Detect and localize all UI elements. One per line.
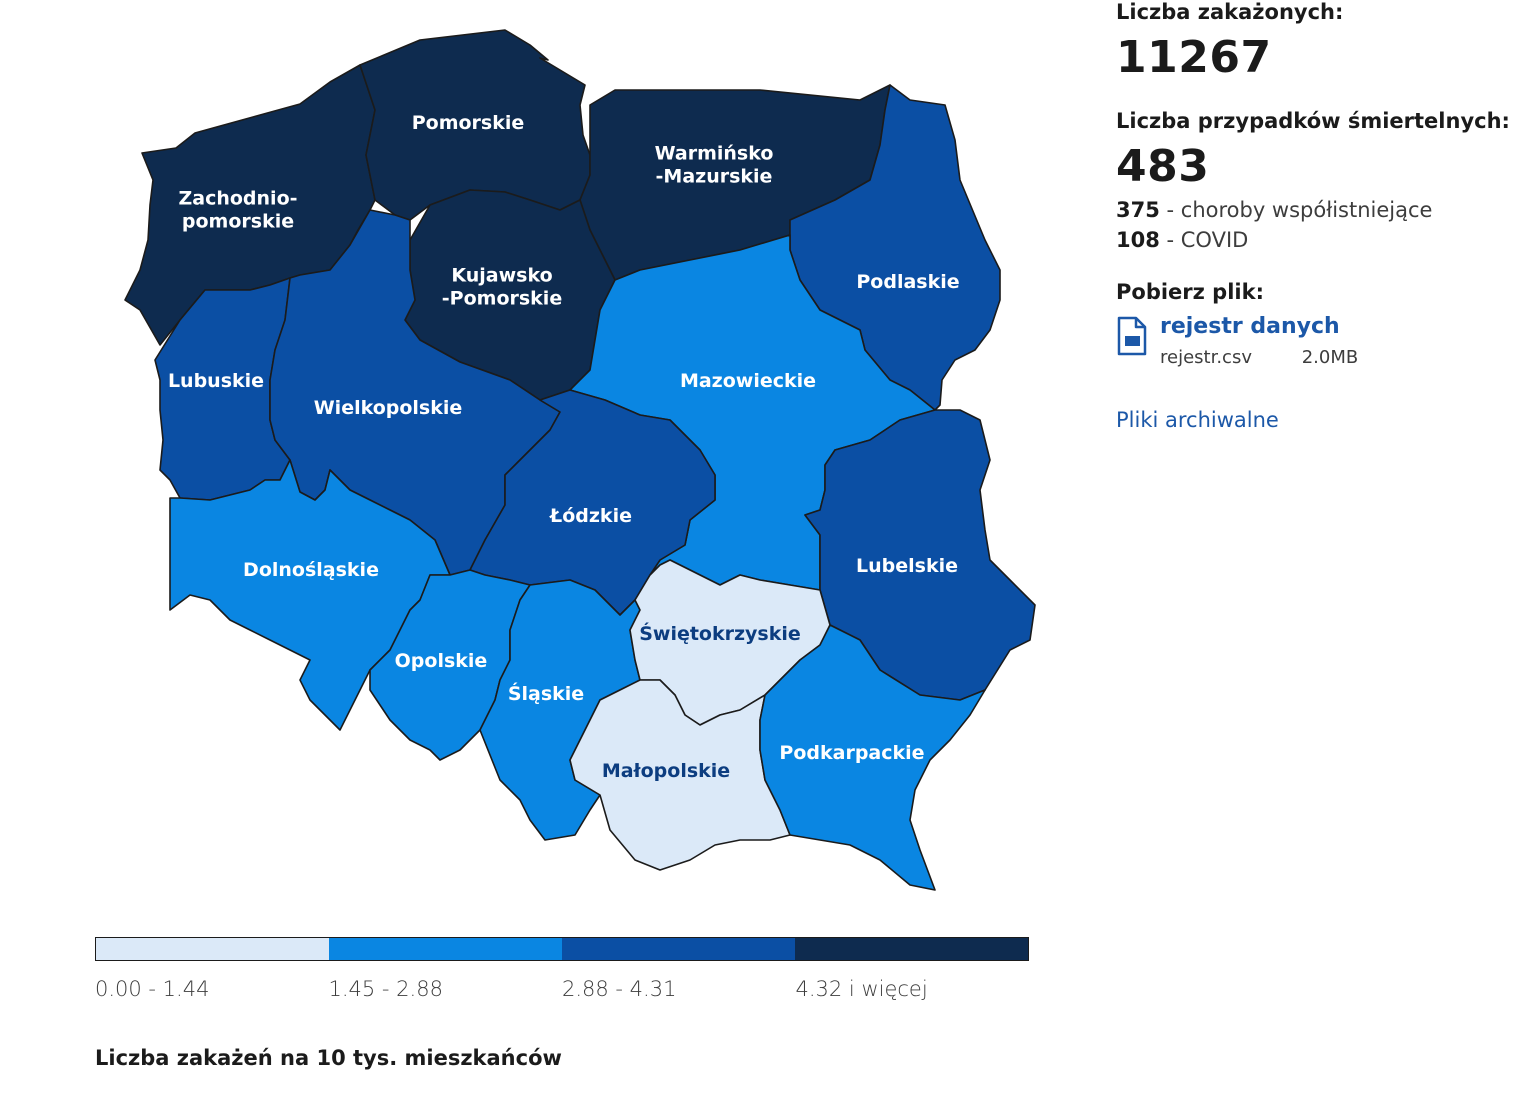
- file-icon[interactable]: [1116, 316, 1148, 356]
- region-label-pomorskie: Pomorskie: [412, 112, 525, 134]
- region-label-zachodniopomorskie: Zachodnio-pomorskie: [178, 188, 297, 233]
- legend-label-3: 2.88 - 4.31: [562, 977, 677, 1001]
- region-label-mazowieckie: Mazowieckie: [680, 370, 816, 392]
- region-podkarpackie[interactable]: [759, 624, 986, 891]
- region-label-malopolskie: Małopolskie: [602, 760, 730, 782]
- region-label-swietokrzyskie: Świętokrzyskie: [639, 621, 801, 645]
- region-label-lodzkie: Łódzkie: [549, 505, 632, 527]
- region-opolskie[interactable]: [369, 569, 531, 761]
- region-label-wielkopolskie: Wielkopolskie: [314, 397, 463, 419]
- legend-swatch-4: [795, 938, 1028, 960]
- download-label: Pobierz plik:: [1116, 280, 1264, 304]
- region-malopolskie[interactable]: [569, 679, 791, 871]
- region-label-podkarpackie: Podkarpackie: [779, 742, 924, 764]
- legend-swatch-1: [96, 938, 329, 960]
- covid-line: 108 - COVID: [1116, 228, 1526, 252]
- legend-swatch-2: [329, 938, 562, 960]
- legend-label-1: 0.00 - 1.44: [95, 977, 210, 1001]
- stats-panel: Liczba zakażonych: 11267 Liczba przypadk…: [1116, 0, 1526, 432]
- legend-swatch-3: [562, 938, 795, 960]
- region-label-warminsko-mazurskie: Warmińsko -Mazurskie: [655, 143, 774, 188]
- comorbid-line: 375 - choroby współistniejące: [1116, 198, 1526, 222]
- region-shape-malopolskie[interactable]: [569, 679, 791, 871]
- comorbid-count: 375: [1116, 198, 1160, 222]
- legend-label-2: 1.45 - 2.88: [328, 977, 443, 1001]
- region-label-opolskie: Opolskie: [395, 650, 488, 672]
- legend-title: Liczba zakażeń na 10 tys. mieszkańców: [95, 1046, 562, 1070]
- deaths-count: 483: [1116, 141, 1210, 192]
- legend-label-4: 4.32 i więcej: [795, 977, 928, 1001]
- region-label-podlaskie: Podlaskie: [856, 271, 959, 293]
- deaths-label: Liczba przypadków śmiertelnych:: [1116, 109, 1510, 133]
- covid-text: - COVID: [1159, 228, 1249, 252]
- legend-color-bar: [95, 937, 1029, 961]
- legend: 0.00 - 1.44 1.45 - 2.88 2.88 - 4.31 4.32…: [95, 937, 1029, 1001]
- region-label-slaskie: Śląskie: [508, 681, 584, 705]
- file-meta: rejestr.csv 2.0MB: [1160, 347, 1358, 368]
- region-shape-podkarpackie[interactable]: [759, 624, 986, 891]
- infected-count: 11267: [1116, 32, 1272, 83]
- infected-label: Liczba zakażonych:: [1116, 0, 1344, 24]
- comorbid-text: - choroby współistniejące: [1159, 198, 1433, 222]
- archive-files-link[interactable]: Pliki archiwalne: [1116, 408, 1279, 432]
- file-size: 2.0MB: [1301, 347, 1359, 368]
- file-name: rejestr.csv: [1160, 347, 1252, 368]
- poland-voivodeship-map: Zachodnio-pomorskie Pomorskie Warmińsko -Ma…: [124, 29, 1036, 891]
- download-data-link[interactable]: rejestr danych: [1160, 314, 1340, 339]
- region-shape-opolskie[interactable]: [369, 569, 531, 761]
- region-label-dolnoslaskie: Dolnośląskie: [243, 559, 379, 581]
- region-label-kujawsko-pomorskie: Kujawsko -Pomorskie: [442, 265, 562, 310]
- covid-count: 108: [1116, 228, 1160, 252]
- file-download-row: rejestr danych rejestr.csv 2.0MB: [1116, 314, 1526, 368]
- region-label-lubuskie: Lubuskie: [168, 370, 264, 392]
- region-label-lubelskie: Lubelskie: [856, 555, 958, 577]
